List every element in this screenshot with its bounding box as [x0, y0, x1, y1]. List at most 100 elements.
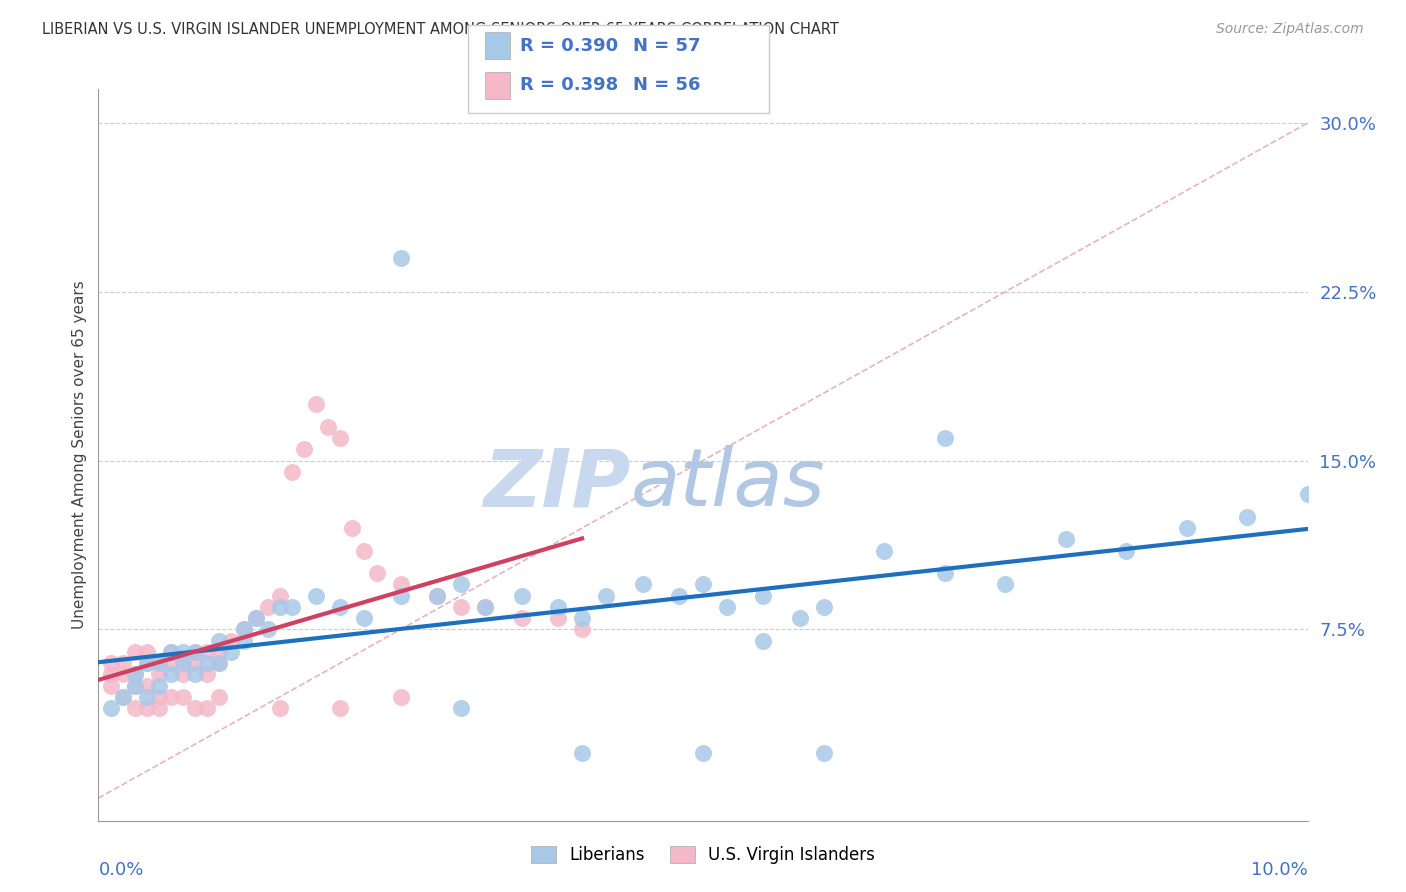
Point: [389, 589, 412, 603]
Point: [668, 589, 690, 603]
Point: [124, 667, 146, 681]
Point: [135, 690, 157, 704]
Point: [353, 611, 375, 625]
Point: [1115, 543, 1137, 558]
Point: [245, 611, 267, 625]
Point: [329, 431, 352, 445]
Point: [232, 633, 254, 648]
Point: [269, 599, 291, 614]
Point: [934, 431, 956, 445]
Point: [232, 623, 254, 637]
Point: [353, 543, 375, 558]
Point: [100, 656, 122, 670]
Point: [124, 645, 146, 659]
Point: [292, 442, 315, 457]
Point: [160, 690, 183, 704]
Point: [148, 656, 170, 670]
Point: [752, 589, 775, 603]
Point: [1236, 509, 1258, 524]
Point: [100, 679, 122, 693]
Point: [281, 465, 304, 479]
Point: [426, 589, 449, 603]
Point: [172, 645, 194, 659]
Point: [184, 645, 207, 659]
Point: [547, 611, 569, 625]
Point: [160, 656, 183, 670]
Point: [195, 701, 218, 715]
Point: [316, 419, 339, 434]
Text: atlas: atlas: [630, 445, 825, 524]
Point: [571, 611, 593, 625]
Point: [269, 701, 291, 715]
Point: [1175, 521, 1198, 535]
Point: [571, 623, 593, 637]
Point: [232, 623, 254, 637]
Point: [124, 701, 146, 715]
Point: [692, 577, 714, 591]
Point: [389, 251, 412, 265]
Point: [172, 690, 194, 704]
Point: [329, 701, 352, 715]
Point: [111, 656, 134, 670]
Text: ZIP: ZIP: [484, 445, 630, 524]
Point: [305, 589, 328, 603]
Point: [184, 667, 207, 681]
Point: [135, 701, 157, 715]
Point: [389, 690, 412, 704]
Point: [571, 746, 593, 760]
Text: N = 56: N = 56: [633, 77, 700, 95]
Legend: Liberians, U.S. Virgin Islanders: Liberians, U.S. Virgin Islanders: [524, 839, 882, 871]
Point: [269, 589, 291, 603]
Point: [208, 656, 231, 670]
Point: [195, 656, 218, 670]
Point: [195, 667, 218, 681]
Point: [100, 667, 122, 681]
Point: [160, 645, 183, 659]
Point: [160, 667, 183, 681]
Point: [450, 577, 472, 591]
Point: [245, 611, 267, 625]
Point: [934, 566, 956, 580]
Point: [148, 667, 170, 681]
Y-axis label: Unemployment Among Seniors over 65 years: Unemployment Among Seniors over 65 years: [72, 281, 87, 629]
Point: [100, 701, 122, 715]
Point: [256, 623, 278, 637]
Point: [124, 667, 146, 681]
Point: [510, 611, 533, 625]
Point: [221, 645, 243, 659]
Text: 0.0%: 0.0%: [98, 861, 143, 880]
Point: [208, 633, 231, 648]
Point: [221, 633, 243, 648]
Point: [752, 633, 775, 648]
Point: [789, 611, 811, 625]
Point: [329, 599, 352, 614]
Point: [510, 589, 533, 603]
Point: [135, 679, 157, 693]
Point: [172, 656, 194, 670]
Point: [595, 589, 617, 603]
Point: [124, 679, 146, 693]
Point: [111, 690, 134, 704]
Point: [366, 566, 388, 580]
Point: [135, 645, 157, 659]
Point: [305, 397, 328, 411]
Point: [547, 599, 569, 614]
Point: [148, 656, 170, 670]
Point: [474, 599, 496, 614]
Point: [148, 679, 170, 693]
Point: [172, 667, 194, 681]
Point: [172, 656, 194, 670]
Text: Source: ZipAtlas.com: Source: ZipAtlas.com: [1216, 22, 1364, 37]
Point: [160, 645, 183, 659]
Point: [256, 599, 278, 614]
Point: [873, 543, 896, 558]
Point: [208, 690, 231, 704]
Point: [450, 599, 472, 614]
Point: [631, 577, 654, 591]
Point: [716, 599, 738, 614]
Point: [208, 656, 231, 670]
Point: [1296, 487, 1319, 501]
Text: R = 0.390: R = 0.390: [520, 37, 619, 54]
Point: [474, 599, 496, 614]
Text: N = 57: N = 57: [633, 37, 700, 54]
